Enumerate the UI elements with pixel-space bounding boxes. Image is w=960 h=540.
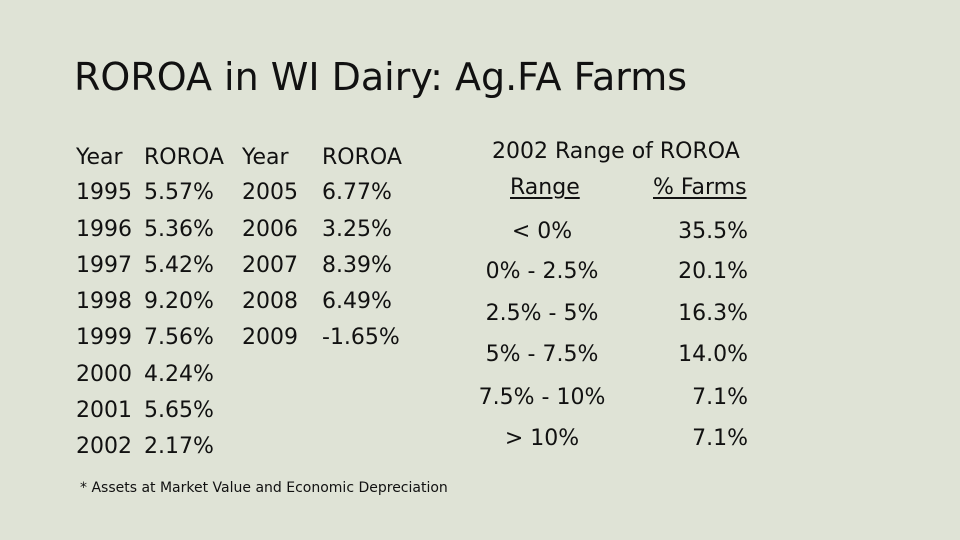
range-cell: 7.5% - 10% [478, 385, 606, 410]
farms-cell: 7.1% [692, 426, 748, 451]
year-cell: 1997 [76, 253, 132, 278]
header-year-2: Year [242, 145, 289, 170]
roroa-cell: 8.39% [322, 253, 392, 278]
range-cell: 2.5% - 5% [485, 301, 599, 326]
roroa-cell: -1.65% [322, 325, 400, 350]
range-header: Range [510, 175, 580, 200]
range-cell: 5% - 7.5% [485, 342, 599, 367]
header-roroa-1: ROROA [144, 145, 224, 170]
range-table-title: 2002 Range of ROROA [492, 139, 740, 164]
roroa-cell: 4.24% [144, 362, 214, 387]
range-cell: < 0% [511, 219, 573, 244]
roroa-cell: 9.20% [144, 289, 214, 314]
roroa-cell: 3.25% [322, 217, 392, 242]
roroa-cell: 7.56% [144, 325, 214, 350]
farms-cell: 20.1% [678, 259, 748, 284]
year-cell: 1999 [76, 325, 132, 350]
footnote: * Assets at Market Value and Economic De… [80, 480, 448, 496]
range-cell: > 10% [504, 426, 580, 451]
year-cell: 2005 [242, 180, 298, 205]
year-cell: 2002 [76, 434, 132, 459]
roroa-cell: 5.42% [144, 253, 214, 278]
roroa-cell: 5.65% [144, 398, 214, 423]
roroa-cell: 5.57% [144, 180, 214, 205]
year-cell: 2009 [242, 325, 298, 350]
header-roroa-2: ROROA [322, 145, 402, 170]
year-cell: 2001 [76, 398, 132, 423]
year-cell: 2006 [242, 217, 298, 242]
year-cell: 2000 [76, 362, 132, 387]
roroa-cell: 6.49% [322, 289, 392, 314]
slide-title: ROROA in WI Dairy: Ag.FA Farms [74, 55, 688, 99]
year-cell: 1995 [76, 180, 132, 205]
header-year-1: Year [76, 145, 123, 170]
year-cell: 2007 [242, 253, 298, 278]
farms-cell: 16.3% [678, 301, 748, 326]
roroa-cell: 6.77% [322, 180, 392, 205]
farms-cell: 35.5% [678, 219, 748, 244]
year-cell: 1996 [76, 217, 132, 242]
roroa-cell: 5.36% [144, 217, 214, 242]
farms-cell: 7.1% [692, 385, 748, 410]
range-cell: 0% - 2.5% [485, 259, 599, 284]
year-cell: 2008 [242, 289, 298, 314]
farms-cell: 14.0% [678, 342, 748, 367]
roroa-cell: 2.17% [144, 434, 214, 459]
year-cell: 1998 [76, 289, 132, 314]
farms-header: % Farms [653, 175, 747, 200]
